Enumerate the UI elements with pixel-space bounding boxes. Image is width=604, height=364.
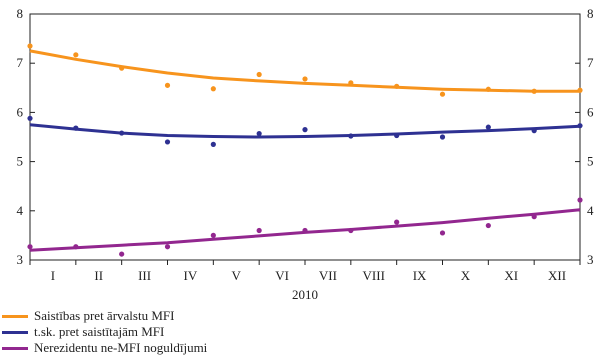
y-tick-label-right: 7 <box>587 55 594 70</box>
data-point-0 <box>394 83 400 89</box>
data-point-2 <box>394 219 400 225</box>
legend-swatch <box>2 346 28 350</box>
y-tick-label-left: 6 <box>17 104 24 119</box>
data-point-2 <box>27 244 33 250</box>
y-tick-label-left: 3 <box>17 252 24 267</box>
legend-swatch <box>2 314 28 318</box>
data-point-1 <box>256 130 262 137</box>
data-point-0 <box>73 52 79 58</box>
data-point-0 <box>302 76 308 82</box>
data-point-2 <box>531 214 537 220</box>
legend-label: Nerezidentu ne-MFI noguldījumi <box>34 340 208 355</box>
data-point-0 <box>210 86 216 92</box>
x-tick-label: V <box>232 268 242 283</box>
x-tick-label: III <box>138 268 151 283</box>
y-tick-label-right: 3 <box>587 252 594 267</box>
data-point-2 <box>210 232 216 238</box>
y-tick-label-left: 4 <box>17 203 24 218</box>
y-tick-label-right: 4 <box>587 203 594 218</box>
data-point-0 <box>164 82 171 88</box>
data-point-2 <box>119 251 125 257</box>
data-point-2 <box>485 222 491 229</box>
y-tick-label-right: 8 <box>587 6 594 21</box>
legend-item: Saistības pret ārvalstu MFI <box>2 308 207 324</box>
x-tick-label: I <box>51 268 55 283</box>
data-point-1 <box>119 130 125 136</box>
x-tick-label: VI <box>275 268 289 283</box>
data-point-2 <box>256 227 262 234</box>
y-tick-label-left: 8 <box>17 6 24 21</box>
data-point-2 <box>348 227 354 234</box>
x-tick-label: II <box>94 268 103 283</box>
x-tick-label: X <box>461 268 471 283</box>
legend-swatch <box>2 330 28 334</box>
data-point-1 <box>73 125 79 131</box>
data-point-1 <box>302 127 308 133</box>
data-point-1 <box>394 132 400 139</box>
x-tick-label: XI <box>504 268 518 283</box>
chart: 3 34 45 56 67 78 8I II III IV V VI VII VIII IX X XI XII20… <box>17 6 595 302</box>
data-point-0 <box>439 91 446 97</box>
data-point-1 <box>439 134 446 140</box>
y-tick-label-left: 5 <box>17 154 24 169</box>
data-point-1 <box>210 141 216 147</box>
y-tick-label-right: 5 <box>587 154 594 169</box>
data-point-0 <box>577 87 583 93</box>
data-point-0 <box>348 80 354 86</box>
data-point-2 <box>577 197 583 203</box>
data-point-2 <box>164 244 171 250</box>
x-tick-label: IV <box>184 268 198 283</box>
series-line-0 <box>29 49 580 93</box>
data-point-0 <box>119 65 125 71</box>
x-tick-label: VIII <box>363 268 385 283</box>
legend-label: t.sk. pret saistītajām MFI <box>34 324 165 339</box>
data-point-0 <box>485 86 491 92</box>
x-tick-label: XII <box>548 268 566 283</box>
data-point-1 <box>485 124 491 130</box>
x-axis-label: 2010 <box>292 287 318 302</box>
data-point-1 <box>577 123 583 129</box>
data-point-0 <box>256 71 262 78</box>
legend: Saistības pret ārvalstu MFI t.sk. pret s… <box>2 308 207 356</box>
data-point-2 <box>302 227 308 234</box>
data-point-0 <box>531 88 537 94</box>
y-tick-label-left: 7 <box>17 55 24 70</box>
data-point-2 <box>73 244 79 250</box>
data-point-1 <box>27 115 33 121</box>
data-point-2 <box>439 230 446 236</box>
legend-item: Nerezidentu ne-MFI noguldījumi <box>2 340 207 356</box>
x-tick-label: VII <box>319 268 337 283</box>
legend-label: Saistības pret ārvalstu MFI <box>34 308 175 323</box>
data-point-1 <box>531 128 537 134</box>
data-point-0 <box>27 43 33 49</box>
y-tick-label-right: 6 <box>587 104 594 119</box>
legend-item: t.sk. pret saistītajām MFI <box>2 324 207 340</box>
data-point-1 <box>348 133 354 139</box>
data-point-1 <box>164 139 171 145</box>
x-tick-label: IX <box>413 268 427 283</box>
